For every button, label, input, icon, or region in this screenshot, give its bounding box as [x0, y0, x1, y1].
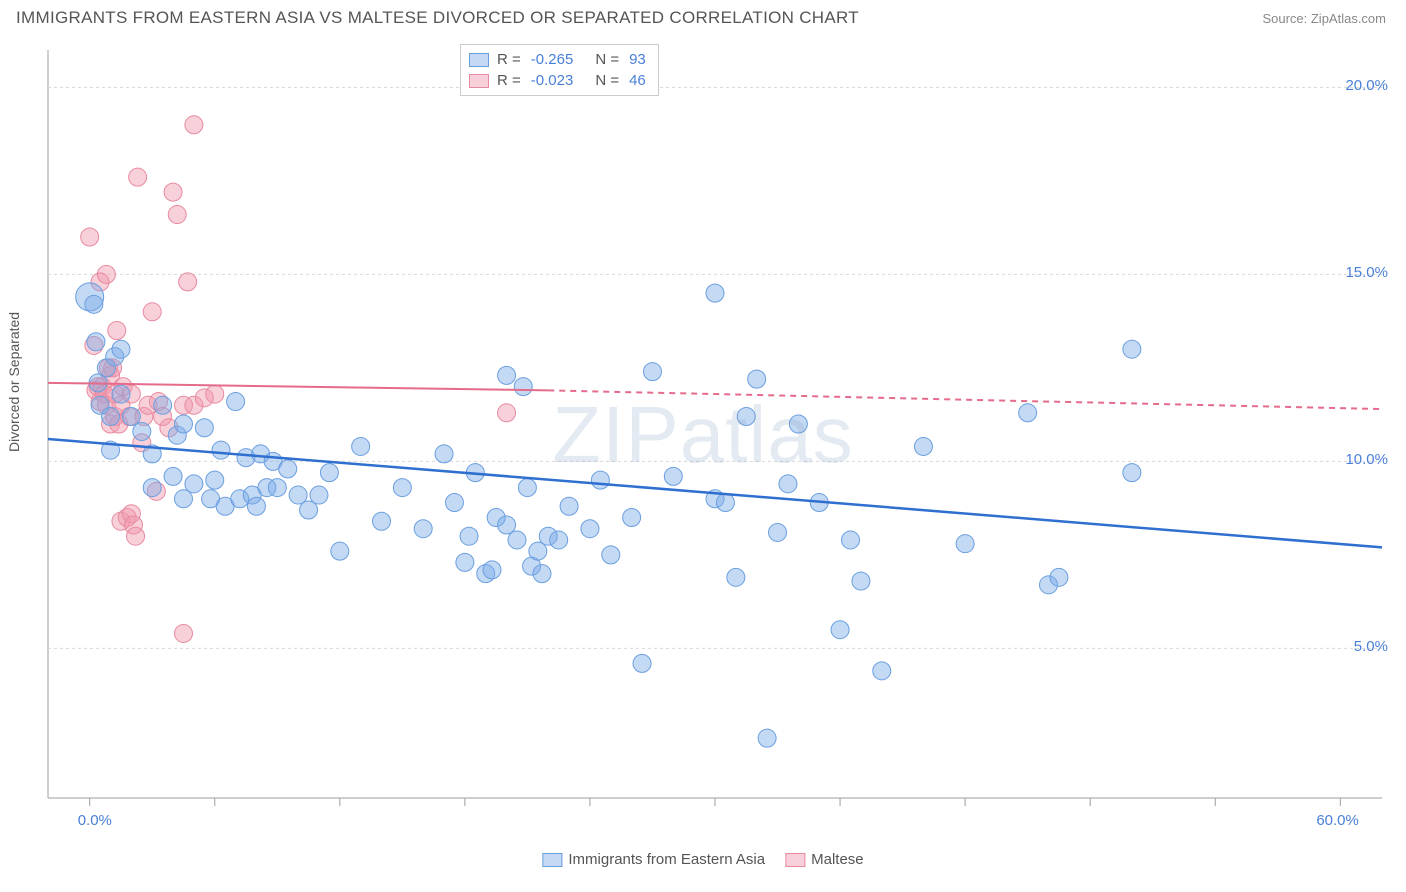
r-value-0: -0.265	[531, 49, 574, 70]
n-value-1: 46	[629, 70, 646, 91]
swatch-series-0	[469, 53, 489, 67]
series-legend: Immigrants from Eastern Asia Maltese	[542, 851, 863, 868]
legend-label-0: Immigrants from Eastern Asia	[568, 851, 765, 868]
chart-title: IMMIGRANTS FROM EASTERN ASIA VS MALTESE …	[16, 8, 859, 28]
y-tick-label: 10.0%	[1345, 451, 1388, 468]
r-label: R =	[497, 49, 521, 70]
scatter-plot	[40, 42, 1390, 842]
legend-item-1: Maltese	[785, 851, 864, 868]
legend-row: R = -0.265 N = 93	[469, 49, 648, 70]
chart-container: Divorced or Separated ZIPatlas R = -0.26…	[0, 32, 1406, 872]
swatch-series-0	[542, 853, 562, 867]
r-label: R =	[497, 70, 521, 91]
source-label: Source: ZipAtlas.com	[1262, 11, 1386, 26]
n-label: N =	[595, 70, 619, 91]
r-value-1: -0.023	[531, 70, 574, 91]
stats-legend-box: R = -0.265 N = 93 R = -0.023 N = 46	[460, 44, 659, 96]
swatch-series-1	[785, 853, 805, 867]
swatch-series-1	[469, 74, 489, 88]
legend-item-0: Immigrants from Eastern Asia	[542, 851, 765, 868]
x-axis-start-label: 0.0%	[78, 812, 112, 829]
n-value-0: 93	[629, 49, 646, 70]
legend-label-1: Maltese	[811, 851, 864, 868]
y-tick-label: 15.0%	[1345, 264, 1388, 281]
y-axis-label: Divorced or Separated	[6, 312, 22, 452]
x-axis-end-label: 60.0%	[1316, 812, 1359, 829]
y-tick-label: 5.0%	[1354, 638, 1388, 655]
legend-row: R = -0.023 N = 46	[469, 70, 648, 91]
n-label: N =	[595, 49, 619, 70]
y-tick-label: 20.0%	[1345, 77, 1388, 94]
